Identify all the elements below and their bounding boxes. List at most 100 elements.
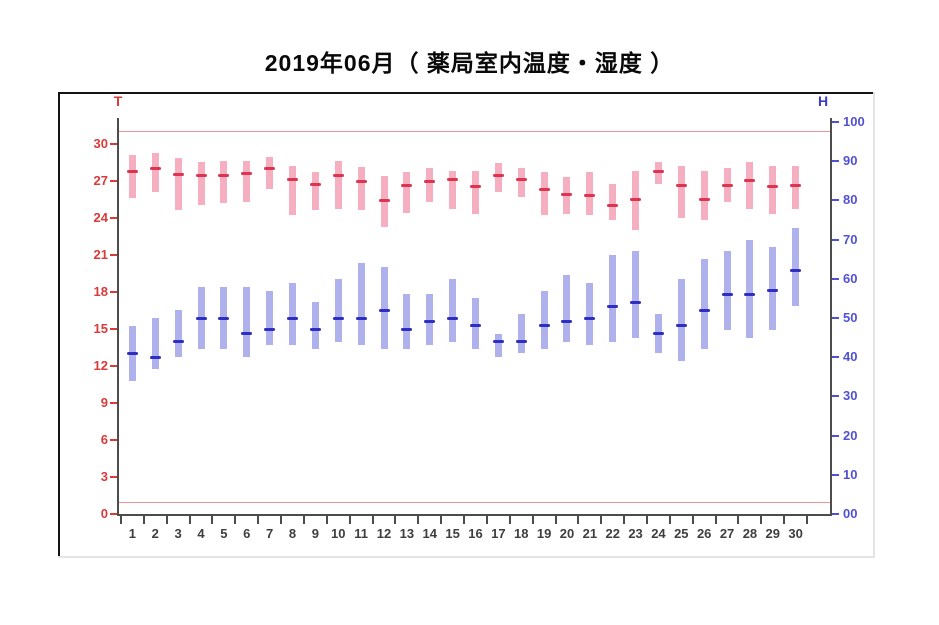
- x-axis-day-label: 21: [582, 526, 598, 541]
- left-axis-tick-label: 9: [100, 394, 108, 410]
- humidity-mean-tick: [721, 292, 733, 296]
- temperature-range-bar: [289, 165, 297, 216]
- x-axis-tick: [325, 516, 328, 524]
- humidity-range-bar: [517, 314, 525, 354]
- left-axis-tick: [110, 216, 117, 219]
- humidity-mean-tick: [790, 269, 802, 273]
- temperature-mean-tick: [698, 197, 710, 201]
- right-axis-tick-label: 100: [843, 114, 865, 129]
- upper-limit-line: [119, 131, 830, 133]
- x-axis-tick: [188, 516, 191, 524]
- humidity-range-bar: [426, 294, 434, 346]
- x-axis-day-label: 16: [468, 526, 483, 541]
- temperature-range-bar: [266, 157, 274, 190]
- humidity-mean-tick: [492, 340, 504, 344]
- x-axis-day-label: 13: [399, 526, 415, 541]
- humidity-range-bar: [494, 333, 502, 358]
- temperature-mean-tick: [126, 170, 138, 174]
- right-axis-tick: [832, 317, 839, 319]
- temperature-mean-tick: [241, 171, 253, 175]
- right-axis-tick: [832, 434, 839, 437]
- temperature-range-bar: [677, 165, 685, 218]
- humidity-mean-tick: [172, 340, 184, 344]
- frame-border-left: [58, 92, 60, 558]
- x-axis-tick: [600, 516, 603, 524]
- x-axis-day-label: 22: [605, 526, 620, 541]
- x-axis-day-label: 4: [197, 526, 205, 541]
- right-axis-tick-label: 10: [843, 466, 858, 482]
- x-axis-tick: [234, 516, 237, 524]
- temperature-mean-tick: [675, 183, 687, 187]
- humidity-mean-tick: [584, 316, 596, 320]
- x-axis-tick: [668, 516, 671, 524]
- x-axis-day-label: 9: [311, 526, 319, 541]
- frame-border-top: [58, 92, 875, 94]
- temperature-mean-tick: [172, 172, 184, 176]
- temperature-mean-tick: [424, 180, 436, 184]
- x-axis-tick: [371, 516, 374, 524]
- x-axis-day-label: 17: [491, 526, 506, 541]
- temperature-mean-tick: [721, 183, 733, 187]
- x-axis-day-label: 23: [628, 526, 643, 541]
- left-axis-tick-label: 18: [93, 283, 108, 299]
- x-axis-tick: [280, 516, 283, 524]
- right-axis-tick-label: 40: [843, 349, 858, 365]
- left-axis-tick: [110, 179, 117, 182]
- x-axis-tick: [165, 516, 168, 524]
- humidity-range-bar: [540, 290, 548, 350]
- temperature-mean-tick: [264, 166, 276, 170]
- left-axis-title: T: [113, 93, 123, 109]
- x-axis-day-label: 14: [422, 526, 437, 541]
- temperature-range-bar: [357, 166, 365, 211]
- humidity-range-bar: [700, 259, 708, 350]
- temperature-mean-tick: [538, 187, 550, 191]
- temperature-mean-tick: [584, 193, 596, 197]
- temperature-range-bar: [151, 153, 159, 192]
- x-axis-day-label: 10: [331, 526, 346, 541]
- x-axis-tick: [302, 516, 305, 524]
- humidity-mean-tick: [675, 324, 687, 328]
- x-axis-tick: [348, 516, 351, 524]
- humidity-mean-tick: [767, 289, 779, 293]
- temperature-mean-tick: [515, 177, 527, 181]
- humidity-mean-tick: [287, 316, 299, 320]
- humidity-mean-tick: [447, 316, 459, 320]
- right-axis-line: [830, 118, 832, 516]
- humidity-mean-tick: [744, 292, 756, 296]
- temperature-range-bar: [243, 160, 251, 202]
- temperature-range-bar: [334, 160, 342, 209]
- humidity-mean-tick: [309, 328, 321, 332]
- temperature-range-bar: [403, 171, 411, 213]
- right-axis-tick: [832, 513, 839, 515]
- humidity-range-bar: [334, 278, 342, 342]
- chart-box: T H 0 3 6 9 12 15 18 21 24 27 30 00 10 20 30 40 50 60 70 80…: [58, 92, 875, 558]
- x-axis-day-label: 15: [445, 526, 460, 541]
- temperature-mean-tick: [744, 179, 756, 183]
- humidity-mean-tick: [126, 351, 138, 355]
- right-axis-tick: [832, 160, 839, 163]
- right-axis-tick: [832, 277, 839, 280]
- x-axis-tick: [806, 516, 809, 524]
- humidity-range-bar: [289, 282, 297, 346]
- x-axis-tick: [737, 516, 740, 524]
- temperature-range-bar: [449, 170, 457, 209]
- temperature-mean-tick: [492, 174, 504, 178]
- x-axis-tick: [394, 516, 397, 524]
- x-axis-line: [117, 514, 832, 516]
- right-axis-tick-label: 60: [843, 270, 858, 286]
- humidity-range-bar: [380, 267, 388, 350]
- temperature-mean-tick: [355, 180, 367, 184]
- humidity-range-bar: [311, 302, 319, 350]
- x-axis-tick: [440, 516, 443, 524]
- right-axis-tick: [832, 395, 839, 398]
- temperature-mean-tick: [401, 183, 413, 187]
- humidity-range-bar: [266, 290, 274, 346]
- x-axis-day-label: 8: [288, 526, 297, 541]
- left-axis-tick-label: 6: [100, 431, 108, 447]
- humidity-mean-tick: [561, 320, 573, 324]
- frame-border-bottom: [58, 556, 875, 558]
- humidity-range-bar: [769, 247, 777, 330]
- right-axis-title: H: [817, 93, 829, 109]
- temperature-range-bar: [654, 162, 662, 185]
